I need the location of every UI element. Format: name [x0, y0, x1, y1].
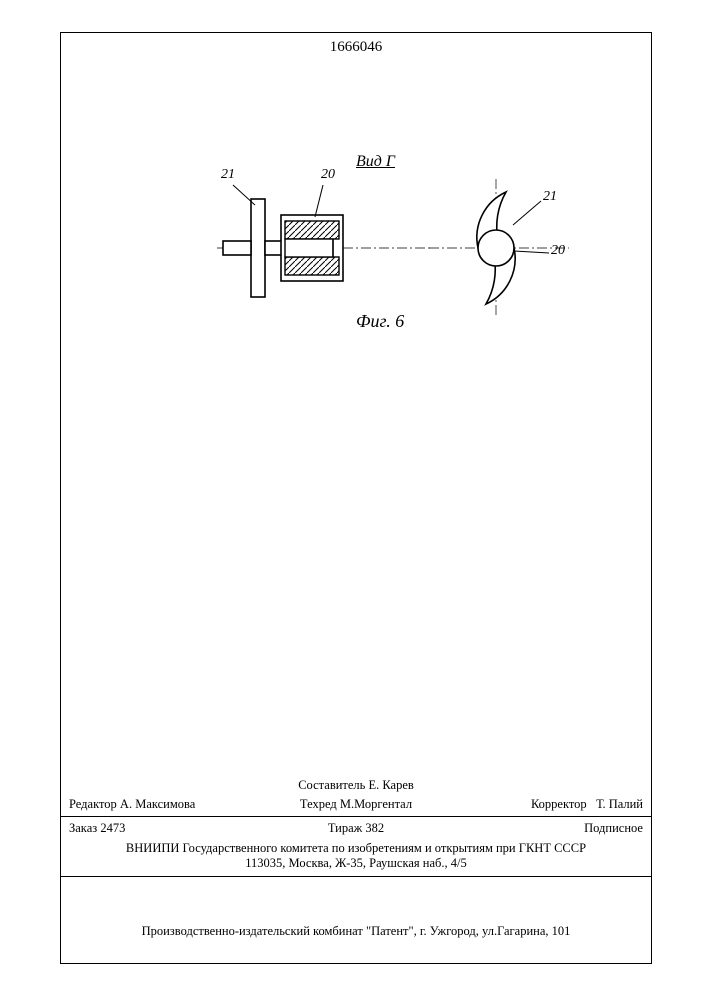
subscription-label: Подписное	[584, 821, 643, 835]
divider-2	[61, 876, 651, 877]
label-20-right: 20	[551, 243, 565, 259]
compiler-label: Составитель	[298, 778, 365, 792]
editor-label: Редактор	[69, 797, 117, 811]
label-21-left: 21	[221, 167, 235, 183]
org-line-1: ВНИИПИ Государственного комитета по изоб…	[69, 841, 643, 856]
figure-6: Вид Г	[211, 153, 581, 343]
divider-1	[61, 816, 651, 817]
corrector-label: Корректор	[531, 797, 587, 811]
colophon: Составитель Е. Карев Редактор А. Максимо…	[61, 776, 651, 879]
figure-view-label: Вид Г	[356, 153, 395, 171]
figure-side-view	[211, 171, 351, 341]
circulation-number: 382	[365, 821, 384, 835]
corrector-name: Т. Палий	[596, 797, 643, 811]
page-frame: 1666046 Вид Г	[60, 32, 652, 964]
label-21-right: 21	[543, 189, 557, 205]
techred-name: М.Моргентал	[340, 797, 412, 811]
order-number: 2473	[100, 821, 125, 835]
figure-number-label: Фиг. 6	[356, 311, 404, 332]
document-number: 1666046	[61, 39, 651, 56]
org-line-2: 113035, Москва, Ж-35, Раушская наб., 4/5	[69, 856, 643, 871]
editor-name: А. Максимова	[120, 797, 195, 811]
techred-label: Техред	[300, 797, 337, 811]
compiler-name: Е. Карев	[368, 778, 413, 792]
circulation-label: Тираж	[328, 821, 362, 835]
order-label: Заказ	[69, 821, 97, 835]
print-house-line: Производственно-издательский комбинат "П…	[61, 924, 651, 939]
label-20-left: 20	[321, 167, 335, 183]
